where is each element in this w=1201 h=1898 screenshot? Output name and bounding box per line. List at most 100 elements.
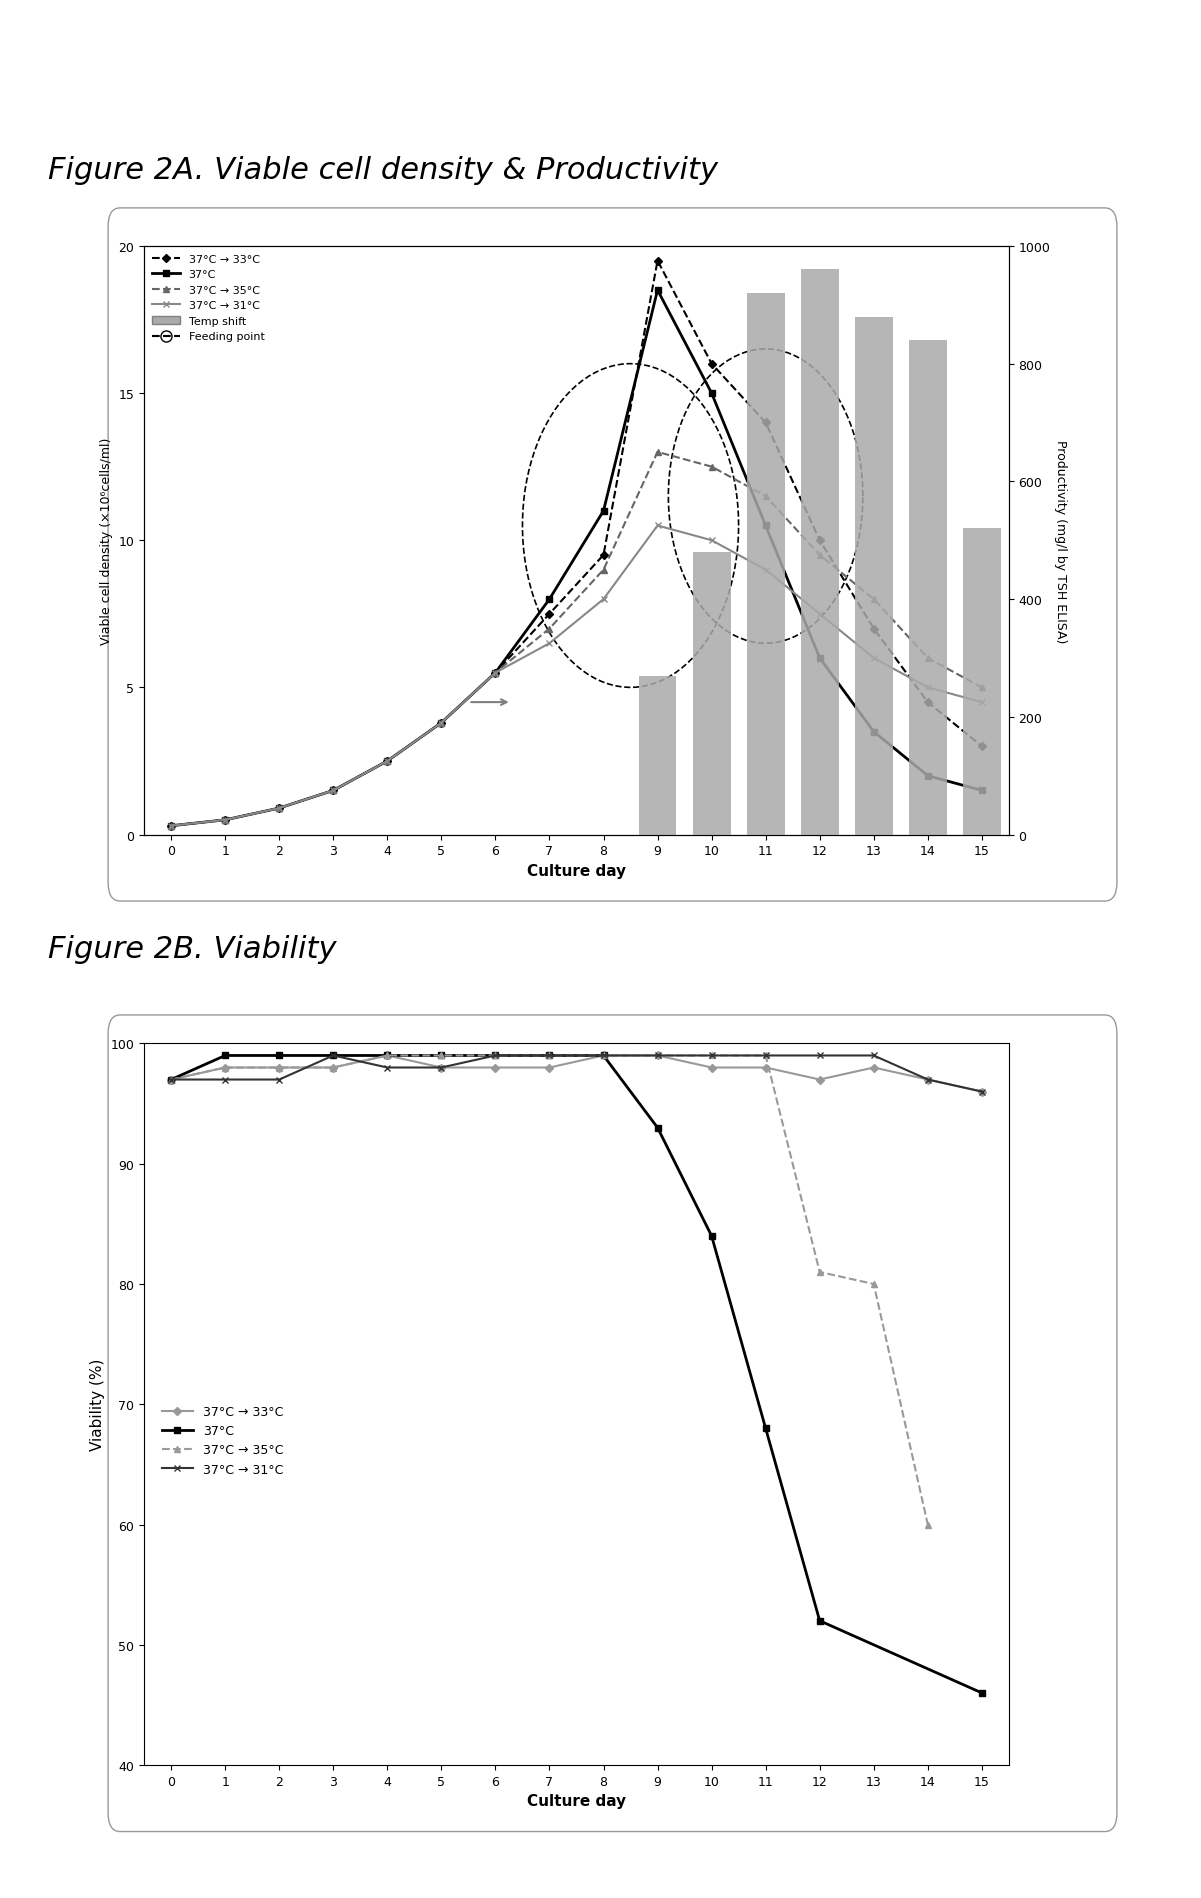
37°C → 31°C <box>596 1044 610 1067</box>
37°C → 31°C <box>975 1080 990 1103</box>
Line: 37°C → 31°C: 37°C → 31°C <box>168 522 985 829</box>
37°C → 35°C <box>596 1044 610 1067</box>
37°C → 33°C <box>759 412 773 435</box>
37°C → 31°C <box>219 1069 233 1091</box>
Bar <box>909 342 946 835</box>
37°C → 35°C <box>651 1044 665 1067</box>
37°C → 33°C <box>812 1069 826 1091</box>
37°C → 33°C <box>543 604 557 626</box>
37°C <box>704 381 718 404</box>
37°C → 35°C <box>920 1513 934 1535</box>
37°C → 35°C <box>867 588 882 611</box>
37°C → 35°C <box>327 1057 341 1080</box>
37°C <box>219 809 233 831</box>
37°C → 33°C <box>596 1044 610 1067</box>
37°C → 31°C <box>596 588 610 611</box>
37°C → 35°C <box>812 1260 826 1283</box>
Line: 37°C → 33°C: 37°C → 33°C <box>168 258 985 829</box>
Line: 37°C: 37°C <box>168 288 985 829</box>
37°C → 31°C <box>488 1044 503 1067</box>
37°C → 33°C <box>812 530 826 552</box>
37°C <box>435 1044 449 1067</box>
Y-axis label: Viability (%): Viability (%) <box>90 1359 104 1450</box>
37°C → 33°C <box>219 809 233 831</box>
37°C → 35°C <box>543 617 557 640</box>
37°C → 31°C <box>651 1044 665 1067</box>
37°C → 31°C <box>543 1044 557 1067</box>
37°C → 33°C <box>704 1057 718 1080</box>
37°C → 33°C <box>596 545 610 568</box>
37°C → 31°C <box>380 1057 394 1080</box>
37°C <box>327 1044 341 1067</box>
37°C <box>488 1044 503 1067</box>
37°C → 31°C <box>271 1069 287 1091</box>
37°C → 31°C <box>163 1069 179 1091</box>
37°C → 33°C <box>163 814 179 837</box>
37°C → 33°C <box>920 691 934 714</box>
37°C → 35°C <box>704 456 718 478</box>
37°C → 35°C <box>488 1044 503 1067</box>
Bar <box>801 270 838 835</box>
Line: 37°C → 35°C: 37°C → 35°C <box>168 450 985 829</box>
37°C <box>271 1044 287 1067</box>
37°C <box>271 797 287 820</box>
37°C → 35°C <box>867 1274 882 1296</box>
37°C → 31°C <box>327 780 341 803</box>
37°C → 31°C <box>920 676 934 698</box>
37°C → 35°C <box>163 1069 179 1091</box>
37°C → 31°C <box>271 797 287 820</box>
37°C → 35°C <box>543 1044 557 1067</box>
37°C → 35°C <box>435 1044 449 1067</box>
37°C → 35°C <box>488 662 503 685</box>
37°C → 35°C <box>219 809 233 831</box>
37°C <box>975 1682 990 1704</box>
37°C → 35°C <box>219 1057 233 1080</box>
37°C <box>327 780 341 803</box>
Y-axis label: Viable cell density (×10⁶cells/ml): Viable cell density (×10⁶cells/ml) <box>100 437 113 645</box>
37°C → 35°C <box>380 750 394 772</box>
37°C → 35°C <box>812 545 826 568</box>
37°C → 31°C <box>219 809 233 831</box>
37°C → 31°C <box>704 530 718 552</box>
37°C → 33°C <box>219 1057 233 1080</box>
37°C → 31°C <box>759 558 773 581</box>
37°C → 33°C <box>327 1057 341 1080</box>
37°C <box>219 1044 233 1067</box>
37°C → 33°C <box>271 1057 287 1080</box>
Y-axis label: Productivity (mg/l by TSH ELISA): Productivity (mg/l by TSH ELISA) <box>1054 438 1068 643</box>
37°C → 31°C <box>380 750 394 772</box>
37°C → 31°C <box>163 814 179 837</box>
37°C <box>975 780 990 803</box>
37°C → 33°C <box>651 251 665 273</box>
37°C <box>163 1069 179 1091</box>
37°C → 35°C <box>271 797 287 820</box>
Text: Figure 2A. Viable cell density & Productivity: Figure 2A. Viable cell density & Product… <box>48 156 718 186</box>
37°C <box>380 750 394 772</box>
37°C <box>920 765 934 788</box>
37°C → 33°C <box>163 1069 179 1091</box>
X-axis label: Culture day: Culture day <box>527 864 626 879</box>
37°C → 35°C <box>163 814 179 837</box>
37°C → 33°C <box>704 353 718 376</box>
37°C <box>543 1044 557 1067</box>
37°C → 33°C <box>920 1069 934 1091</box>
37°C → 33°C <box>543 1057 557 1080</box>
Legend: 37°C → 33°C, 37°C, 37°C → 35°C, 37°C → 31°C, Temp shift, Feeding point: 37°C → 33°C, 37°C, 37°C → 35°C, 37°C → 3… <box>148 251 269 347</box>
Bar <box>693 552 730 835</box>
Legend: 37°C → 33°C, 37°C, 37°C → 35°C, 37°C → 31°C: 37°C → 33°C, 37°C, 37°C → 35°C, 37°C → 3… <box>156 1401 288 1480</box>
37°C → 35°C <box>920 647 934 670</box>
37°C → 33°C <box>867 617 882 640</box>
37°C <box>651 1116 665 1139</box>
37°C → 35°C <box>975 676 990 698</box>
37°C → 33°C <box>975 1080 990 1103</box>
37°C → 35°C <box>327 780 341 803</box>
37°C <box>867 721 882 744</box>
37°C → 31°C <box>543 632 557 655</box>
37°C → 35°C <box>435 712 449 735</box>
37°C <box>704 1224 718 1247</box>
37°C → 33°C <box>271 797 287 820</box>
37°C → 33°C <box>380 750 394 772</box>
37°C <box>759 1418 773 1441</box>
37°C <box>488 662 503 685</box>
37°C → 33°C <box>488 662 503 685</box>
